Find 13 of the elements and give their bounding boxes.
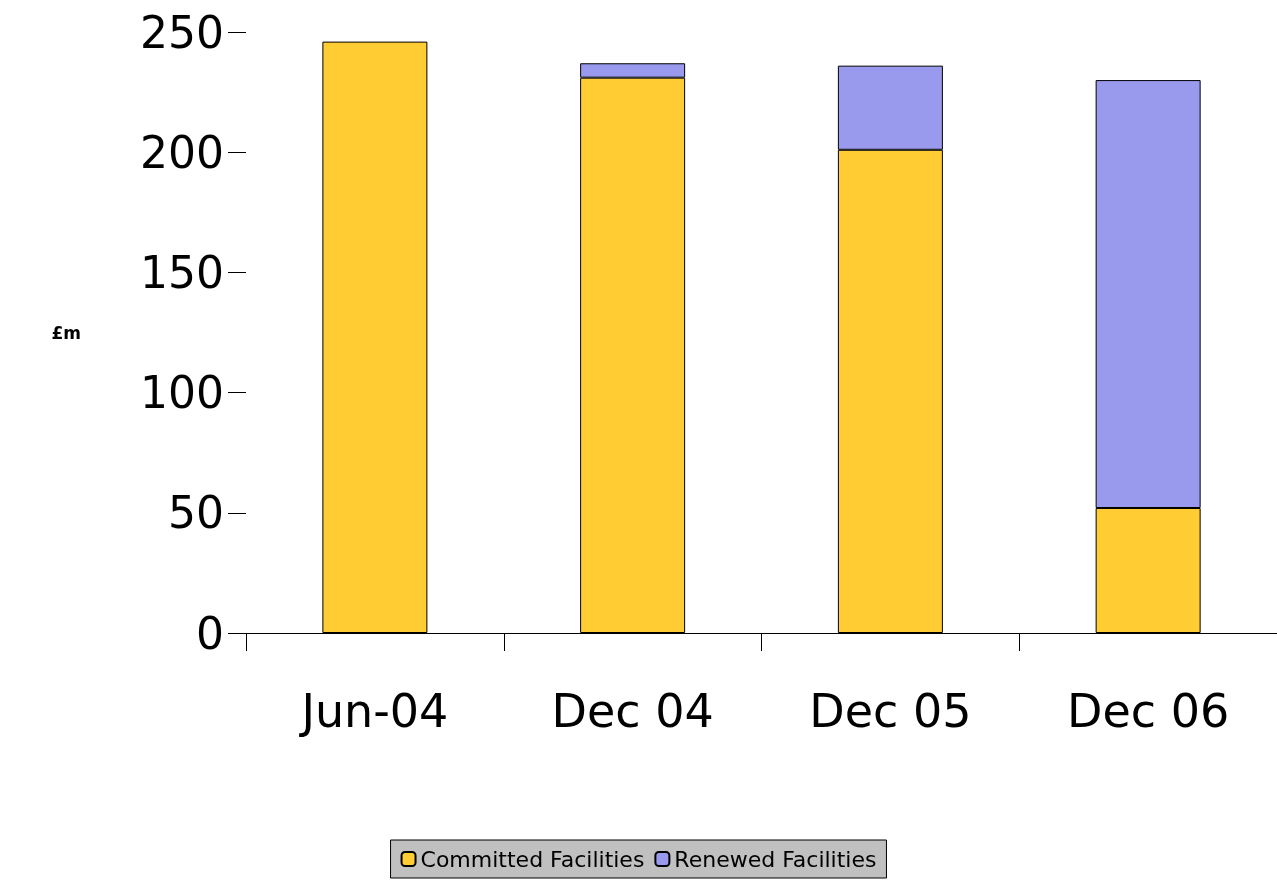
x-tick-label: Dec 04	[551, 684, 714, 738]
x-tick-label: Jun-04	[298, 684, 449, 738]
legend-label: Renewed Facilities	[674, 846, 877, 872]
x-tick-label: Dec 06	[1067, 684, 1230, 738]
y-tick-label: 250	[140, 6, 224, 58]
y-tick-label: 200	[140, 126, 224, 178]
y-tick-label: 0	[196, 607, 224, 659]
legend-label: Committed Facilities	[420, 846, 645, 872]
x-tick-label: Dec 05	[809, 684, 972, 738]
y-tick-label: 50	[168, 487, 224, 539]
y-tick-label: 100	[140, 367, 224, 419]
y-axis-title: £m	[51, 322, 81, 343]
y-tick-label: 150	[140, 246, 224, 298]
